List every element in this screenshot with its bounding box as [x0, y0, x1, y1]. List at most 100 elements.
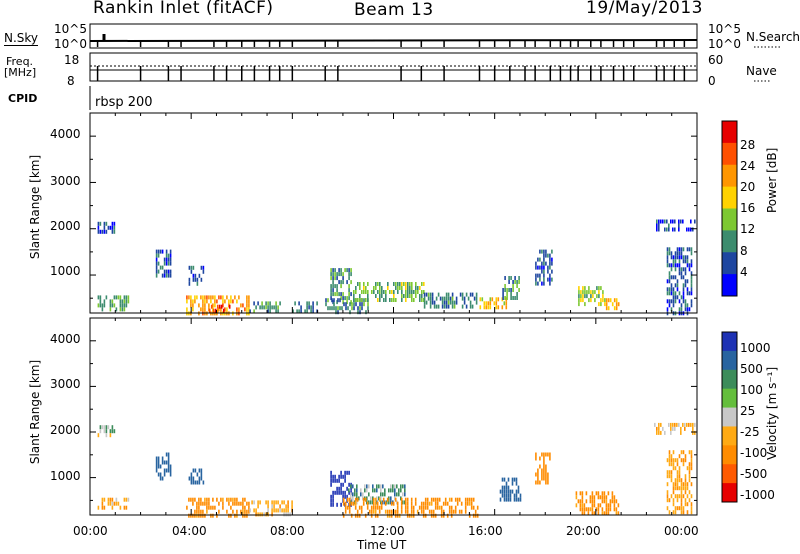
velocity-cell [101, 505, 104, 510]
power-cell [543, 277, 545, 282]
power-cell [666, 279, 669, 284]
power-cell [672, 263, 675, 268]
velocity-cell [248, 501, 250, 506]
velocity-cell [336, 478, 338, 483]
velocity-cell [161, 456, 164, 461]
velocity-cell [688, 462, 691, 467]
velocity-cbar-tick: 25 [740, 404, 756, 418]
power-cell [192, 273, 195, 278]
power-cell [113, 303, 116, 308]
velocity-cell [352, 501, 355, 506]
xtick: 12:00 [370, 524, 405, 538]
power-cell [613, 306, 616, 311]
velocity-cell [107, 497, 110, 502]
power-cell [240, 303, 242, 308]
velocity-cell [271, 512, 273, 517]
velocity-cell [222, 501, 224, 506]
power-cell [505, 301, 508, 306]
power-cell [672, 303, 675, 308]
power-cell [672, 259, 675, 264]
velocity-cell [157, 456, 160, 461]
velocity-cell [607, 503, 610, 508]
power-cell [350, 272, 352, 277]
velocity-cell [690, 450, 693, 455]
velocity-cell [125, 497, 128, 502]
velocity-cell [474, 513, 477, 518]
velocity-cell [342, 497, 345, 502]
power-cell [475, 296, 478, 301]
velocity-cell [103, 429, 106, 434]
velocity-cell [424, 497, 427, 502]
velocity-cell [579, 491, 582, 496]
power-cell [584, 294, 586, 299]
power-cell [208, 303, 210, 308]
velocity-cbar-swatch [722, 407, 737, 427]
power-cell [375, 286, 377, 290]
velocity-cell [597, 507, 600, 512]
power-cell [437, 304, 440, 309]
power-cell [331, 298, 333, 303]
power-cell [516, 284, 518, 288]
velocity-cell [194, 513, 196, 518]
velocity-cell [672, 426, 674, 431]
velocity-cell [374, 513, 377, 518]
velocity-cell [672, 510, 675, 515]
velocity-cell [281, 508, 283, 513]
power-cell [379, 282, 381, 286]
power-cell [497, 297, 500, 302]
power-cell [495, 297, 498, 302]
power-cell [539, 277, 541, 282]
power-cell [101, 229, 104, 234]
power-cell [451, 296, 454, 301]
velocity-cell [275, 508, 277, 513]
velocity-cell [680, 450, 683, 455]
power-cell [475, 292, 478, 297]
power-cell [674, 263, 677, 268]
power-cell [676, 263, 679, 268]
power-cell [666, 287, 669, 292]
power-cell [111, 299, 114, 304]
velocity-cell [448, 497, 451, 502]
velocity-cell [248, 509, 250, 514]
power-cell [678, 271, 681, 276]
power-cell [688, 227, 690, 232]
power-cell [117, 295, 120, 300]
nave-tick-top: 60 [708, 53, 724, 67]
power-cell [584, 290, 586, 295]
power-cell [224, 299, 226, 304]
velocity-cell [686, 486, 689, 491]
velocity-cell [450, 513, 453, 518]
power-cell [407, 286, 409, 290]
velocity-ytick: 4000 [50, 332, 81, 346]
power-cell [342, 272, 344, 277]
power-cell [204, 299, 206, 304]
power-cell [397, 282, 399, 286]
velocity-cell [382, 497, 385, 502]
velocity-cell [688, 466, 691, 471]
velocity-cell [666, 506, 669, 511]
velocity-cell [157, 472, 160, 477]
power-cell [676, 279, 679, 284]
velocity-cell [362, 501, 365, 506]
velocity-cell [350, 496, 352, 501]
velocity-cell [374, 497, 377, 502]
velocity-cell [424, 501, 427, 506]
power-cell [580, 294, 582, 299]
power-cell [506, 292, 508, 296]
velocity-cell [232, 497, 234, 502]
velocity-cell [537, 476, 539, 481]
power-cell [165, 261, 168, 266]
power-cell [167, 257, 170, 262]
power-cell [344, 296, 346, 301]
power-cell [512, 284, 514, 288]
velocity-cell [105, 433, 108, 438]
power-cell [340, 296, 342, 301]
velocity-cell [676, 486, 679, 491]
power-cell [103, 221, 106, 226]
velocity-cell [690, 502, 693, 507]
velocity-cell [198, 509, 200, 514]
velocity-cell [448, 505, 451, 510]
velocity-cell [261, 512, 263, 517]
power-cell [421, 298, 423, 302]
power-ytick: 3000 [50, 174, 81, 188]
